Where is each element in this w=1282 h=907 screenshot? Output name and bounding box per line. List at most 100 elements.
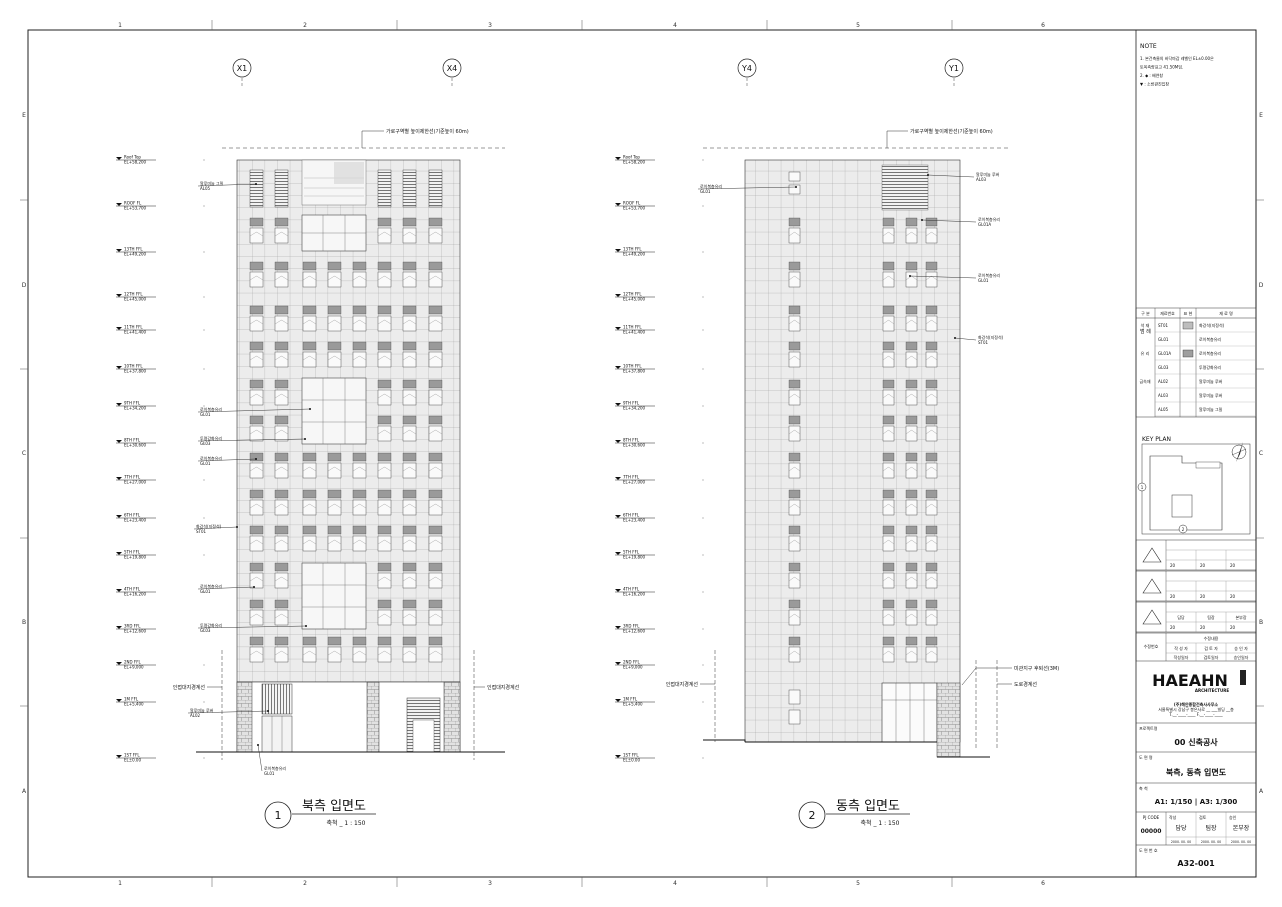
grid-row-label-left: E xyxy=(22,112,26,119)
window xyxy=(882,535,895,552)
key-plan-marker-2 xyxy=(1178,524,1188,534)
spandrel-panel xyxy=(249,636,264,646)
spandrel-panel xyxy=(882,341,895,351)
sign-label: 작성 xyxy=(1169,814,1177,820)
axis-bubble-x4 xyxy=(442,58,462,78)
spandrel-panel xyxy=(905,217,918,227)
window xyxy=(352,462,367,479)
level-elevation: EL+27,000 xyxy=(623,480,646,485)
window xyxy=(788,689,801,705)
level-name: Roof Top xyxy=(623,155,640,160)
window xyxy=(327,271,342,288)
level-name: 2ND FFL xyxy=(124,660,141,665)
window xyxy=(302,462,317,479)
material-callout: 화강석(지정석)ST01 xyxy=(193,523,238,534)
legend-code: AL03 xyxy=(1158,393,1169,398)
spandrel-panel xyxy=(905,415,918,425)
drawing-name-label: 도 면 명 xyxy=(1139,754,1153,760)
level-name: 7TH FFL xyxy=(124,475,141,480)
callout-text: 로이복층유리 xyxy=(200,406,222,412)
window xyxy=(377,535,392,552)
spandrel-panel xyxy=(402,261,417,271)
revision-cell: 20 xyxy=(1230,563,1236,568)
spandrel-panel xyxy=(377,261,392,271)
legend-group: 석 재 xyxy=(1141,322,1150,328)
callout-code: AL02 xyxy=(190,713,201,718)
grille-column xyxy=(428,169,443,208)
drawing-number: A32-001 xyxy=(1177,859,1215,868)
window xyxy=(905,535,918,552)
grid-row-label-left: C xyxy=(22,450,26,457)
north-title-bubble xyxy=(264,801,292,829)
callout-code: GL03 xyxy=(200,628,211,633)
grid-row-labels: E E D D C C B B A A xyxy=(20,112,1264,795)
level-elevation: EL+53,700 xyxy=(623,206,646,211)
window xyxy=(428,535,443,552)
level-elevation: EL+30,600 xyxy=(124,443,147,448)
aluminum-louver-al02 xyxy=(261,683,293,715)
callout-code: GL01 xyxy=(978,278,989,283)
grid-column-label-top: 4 xyxy=(673,22,677,29)
window xyxy=(788,227,801,244)
spandrel-panel xyxy=(428,489,443,499)
sign-value: 담당 xyxy=(1175,824,1187,832)
revision-cell: 20 xyxy=(1200,594,1206,599)
logo-main: HAEAHN xyxy=(1152,671,1228,690)
legend-group: 유 리 xyxy=(1141,350,1150,356)
level-elevation: EL±0.00 xyxy=(623,758,640,763)
spandrel-panel xyxy=(377,415,392,425)
spandrel-panel xyxy=(882,636,895,646)
legend-header: 구 분 xyxy=(1141,311,1150,316)
key-plan-marker-1-label: 1 xyxy=(1141,485,1144,490)
boundary-note-left: 인접대지경계선 xyxy=(173,684,206,691)
callout-code: AL05 xyxy=(200,186,211,191)
callout-text: 로이복층유리 xyxy=(978,272,1000,278)
axis-bubble-x1 xyxy=(232,58,252,78)
window xyxy=(882,389,895,406)
callout-code: GL01 xyxy=(264,771,275,776)
window xyxy=(925,462,938,479)
sign-value: 본부장 xyxy=(1233,824,1250,832)
callout-code: ST01 xyxy=(196,529,207,534)
window xyxy=(882,499,895,516)
setback-note: 미관지구 후퇴선(3M) xyxy=(1014,665,1059,672)
north-annotations: 알루미늄 그릴AL05로이복층유리GL01투명강화유리GL03로이복층유리GL0… xyxy=(187,180,311,776)
revision-role: 담당 xyxy=(1177,614,1185,620)
grid-column-label-bottom: 4 xyxy=(673,880,677,887)
spandrel-panel xyxy=(882,489,895,499)
sign-date: 2000. 00. 00 xyxy=(1171,840,1191,844)
axis-bubble-y1 xyxy=(944,58,964,78)
spandrel-panel xyxy=(377,452,392,462)
grid-column-label-top: 1 xyxy=(118,22,122,29)
level-name: 4TH FFL xyxy=(124,587,141,592)
spandrel-panel xyxy=(788,305,801,315)
grid-column-labels: 1 1 2 2 3 3 4 4 5 5 6 6 xyxy=(118,20,1045,887)
callout-code: GL01 xyxy=(200,461,211,466)
window xyxy=(925,646,938,663)
callout-text: 투명강화유리 xyxy=(200,622,222,628)
window xyxy=(788,171,801,182)
window xyxy=(327,462,342,479)
level-name: 11TH FFL xyxy=(623,325,642,330)
spandrel-panel xyxy=(249,599,264,609)
window xyxy=(925,572,938,589)
window xyxy=(788,462,801,479)
callout-text: 로이복층유리 xyxy=(200,583,222,589)
legend-header: 재 료 명 xyxy=(1219,310,1233,316)
window xyxy=(788,646,801,663)
spandrel-panel xyxy=(377,599,392,609)
revision-label: 수정번호 xyxy=(1144,643,1159,649)
level-name: 9TH FFL xyxy=(623,401,640,406)
level-name: ROOF FL xyxy=(124,201,142,206)
level-elevation: EL+12,600 xyxy=(124,629,147,634)
curtain-wall-middle xyxy=(301,377,367,445)
revision-author-date: 작성일자 xyxy=(1174,654,1189,660)
